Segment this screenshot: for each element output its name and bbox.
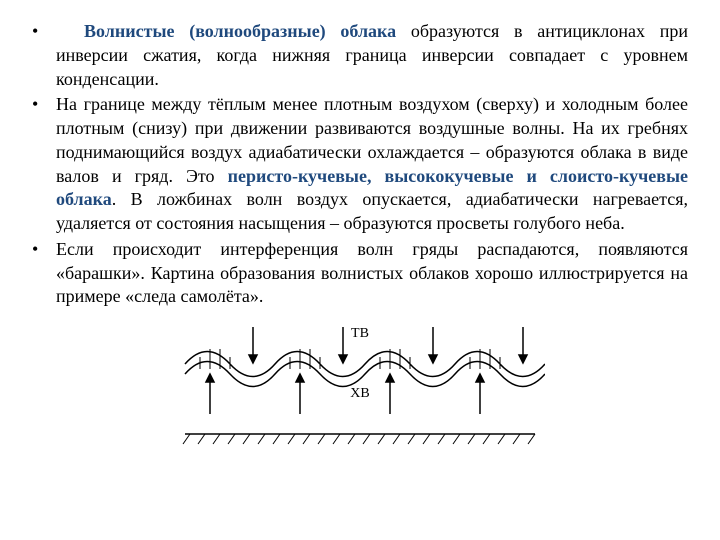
diagram-label-top: ТВ (351, 326, 369, 341)
bullet-item-3: Если происходит интерференция волн гряды… (32, 238, 688, 309)
bullet-item-1: Волнистые (волнообразные) облака образую… (32, 20, 688, 91)
bullet-3-text: Если происходит интерференция волн гряды… (56, 239, 688, 307)
wave-diagram-svg: ТВ ХВ (175, 319, 545, 449)
wave-diagram: ТВ ХВ (175, 319, 545, 449)
bullet-item-2: На границе между тёплым менее плотным во… (32, 93, 688, 236)
diagram-label-bottom: ХВ (350, 386, 369, 401)
bullet-2-text-b: . В ложбинах волн воздух опускается, ади… (56, 189, 688, 233)
term-wavy-clouds: Волнистые (волнообразные) облака (84, 21, 396, 41)
bullet-list: Волнистые (волнообразные) облака образую… (32, 20, 688, 309)
